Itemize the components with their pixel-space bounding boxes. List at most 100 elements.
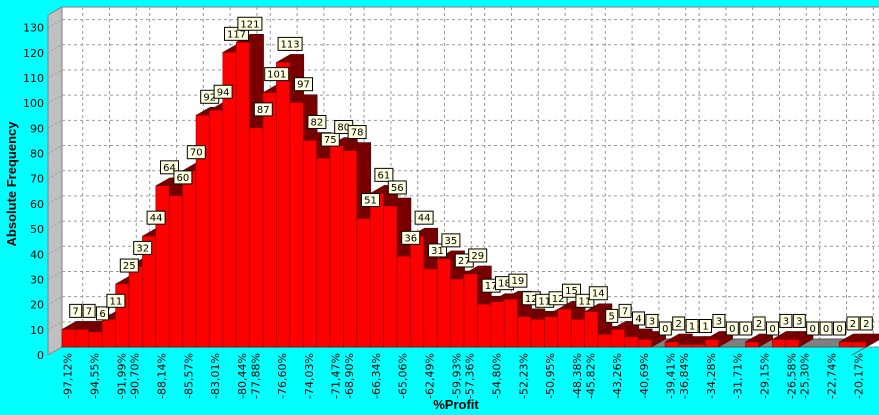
bar-face <box>436 258 451 348</box>
data-label-text: 3 <box>783 316 789 327</box>
data-label-text: 121 <box>240 19 259 30</box>
data-label-box <box>752 316 766 331</box>
y-tick-label: 130 <box>23 22 44 35</box>
data-label: 0 <box>833 321 846 336</box>
data-label-text: 15 <box>565 286 578 297</box>
data-label-box <box>468 248 488 263</box>
x-tick-label: -91,99% <box>115 353 128 399</box>
data-label-box <box>82 303 96 318</box>
data-label: 0 <box>819 321 833 336</box>
bar-face <box>570 319 585 348</box>
x-tick-label: -39,41% <box>665 353 678 399</box>
h-gridline-depth <box>47 94 63 104</box>
data-label: 36 <box>401 230 421 245</box>
bar-face <box>557 308 572 348</box>
data-label-box <box>699 318 712 333</box>
data-label: 1 <box>685 318 699 333</box>
data-label-text: 1 <box>702 321 708 332</box>
data-label: 0 <box>806 321 820 336</box>
bar-face <box>704 339 719 348</box>
data-label-text: 12 <box>552 294 565 305</box>
data-label-text: 4 <box>635 314 641 325</box>
data-label: 3 <box>779 313 793 328</box>
data-label-text: 80 <box>337 123 350 134</box>
data-label-text: 64 <box>163 163 176 174</box>
x-tick-label: -29,15% <box>759 353 772 399</box>
data-label-text: 0 <box>836 324 842 335</box>
data-label-text: 60 <box>177 173 190 184</box>
data-label: 44 <box>146 210 166 225</box>
data-label: 101 <box>264 67 290 82</box>
data-label-text: 14 <box>592 289 605 300</box>
x-tick-label: -26,58% <box>785 353 798 399</box>
bar-face <box>450 278 465 348</box>
data-label-box <box>859 316 873 331</box>
y-tick-label: 10 <box>30 324 44 337</box>
data-label-text: 2 <box>850 319 856 330</box>
h-gridline-depth <box>47 145 63 154</box>
bar-face <box>289 102 304 348</box>
data-label-text: 36 <box>404 233 417 244</box>
x-axis-title: %Profit <box>433 397 479 412</box>
data-label: 70 <box>186 145 206 160</box>
data-label-box <box>253 102 273 117</box>
data-label-text: 11 <box>538 296 551 307</box>
data-label-text: 117 <box>227 29 246 40</box>
data-label: 121 <box>237 16 263 31</box>
y-tick-label: 90 <box>30 122 44 135</box>
bar-face <box>101 319 116 348</box>
data-label-box <box>146 210 166 225</box>
bar-face <box>584 311 599 348</box>
data-label-box <box>133 240 153 255</box>
data-label-box <box>401 230 421 245</box>
bar-face <box>276 62 291 348</box>
data-label: 56 <box>387 180 407 195</box>
data-label: 51 <box>361 193 380 208</box>
data-label-box <box>320 132 340 147</box>
data-label: 44 <box>414 210 434 225</box>
data-label-box <box>833 321 846 336</box>
x-tick-label: -52,23% <box>517 353 530 399</box>
x-tick-label: -90,70% <box>129 353 142 399</box>
data-label-text: 61 <box>378 170 391 181</box>
data-label-text: 5 <box>609 311 615 322</box>
x-tick-label: -34,28% <box>705 353 718 399</box>
data-label: 7 <box>69 303 83 318</box>
h-gridline-depth <box>47 44 63 54</box>
bar-face <box>517 316 532 348</box>
data-label: 0 <box>725 321 739 336</box>
data-label: 78 <box>347 125 367 140</box>
x-tick-label: -76,60% <box>276 353 289 399</box>
data-label: 2 <box>846 316 860 331</box>
data-label-box <box>658 321 672 336</box>
data-label: 2 <box>752 316 766 331</box>
x-tick-label: -85,57% <box>182 353 195 399</box>
data-label-text: 12 <box>525 294 538 305</box>
data-label-text: 51 <box>364 196 377 207</box>
bar-face <box>530 319 545 348</box>
data-label-text: 32 <box>136 243 149 254</box>
data-label-text: 7 <box>73 306 79 317</box>
bar-face <box>61 329 76 348</box>
data-label-box <box>618 303 632 318</box>
data-label-text: 82 <box>311 117 324 128</box>
h-gridline-depth <box>47 195 63 205</box>
x-tick-label: -71,47% <box>330 353 343 399</box>
data-label-text: 92 <box>203 92 216 103</box>
data-label-text: 11 <box>110 296 123 307</box>
bar-face <box>490 301 505 348</box>
y-tick-label: 50 <box>30 223 44 236</box>
x-tick-label: -68,90% <box>343 353 356 399</box>
data-label: 6 <box>96 306 109 321</box>
data-label-text: 44 <box>418 213 431 224</box>
data-label-text: 35 <box>445 236 458 247</box>
data-label-box <box>672 316 686 331</box>
h-gridline-depth <box>47 69 63 79</box>
x-tick-label: -45,82% <box>584 353 597 399</box>
bar-face <box>75 329 90 348</box>
data-label: 3 <box>645 313 659 328</box>
x-tick-label: -83,01% <box>209 353 222 399</box>
